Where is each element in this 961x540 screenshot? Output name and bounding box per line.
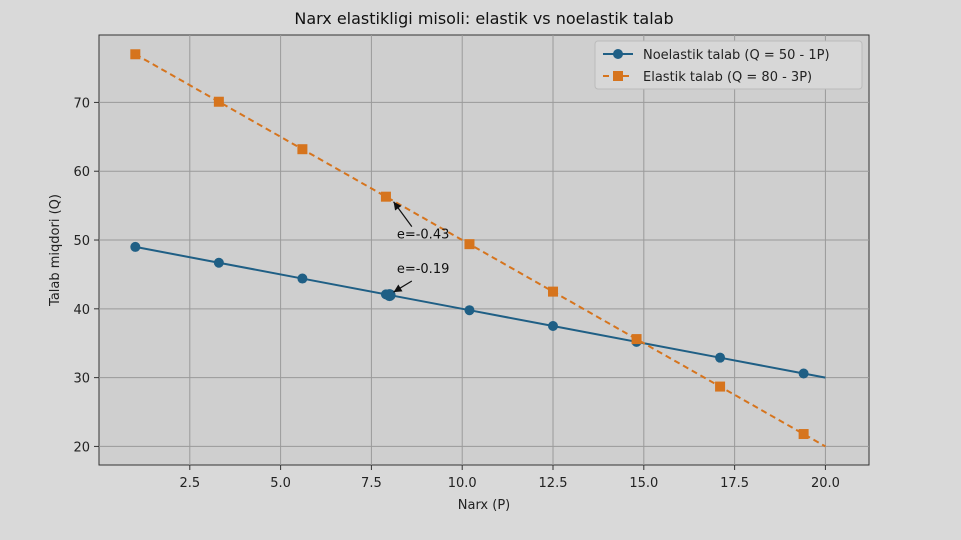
- annotation-label: e=-0.43: [397, 228, 450, 243]
- series-group: [130, 49, 826, 448]
- data-point: [798, 368, 809, 379]
- y-tick-label: 40: [73, 303, 90, 318]
- data-point: [213, 257, 224, 268]
- grid: [99, 35, 869, 465]
- y-tick-label: 50: [73, 234, 90, 249]
- data-point: [297, 144, 308, 155]
- data-point: [548, 321, 559, 332]
- data-point: [715, 352, 726, 363]
- data-point: [213, 96, 224, 107]
- data-point: [464, 305, 475, 316]
- x-tick-label: 17.5: [720, 476, 749, 491]
- data-point: [130, 241, 141, 252]
- x-tick-label: 15.0: [629, 476, 658, 491]
- data-point: [715, 381, 726, 392]
- data-point: [464, 239, 475, 250]
- y-tick-label: 60: [73, 165, 90, 180]
- x-tick-label: 7.5: [361, 476, 382, 491]
- annotation-arrowhead: [393, 284, 403, 293]
- y-tick-label: 70: [73, 96, 90, 111]
- annotation-label: e=-0.19: [397, 262, 450, 277]
- legend-label-1: Elastik talab (Q = 80 - 3P): [643, 70, 812, 85]
- legend-box: [594, 40, 863, 90]
- y-tick-label: 20: [73, 440, 90, 455]
- x-axis-ticks: 2.5 5.0 7.5 10.0 12.5 15.0 17.5 20.0: [179, 465, 840, 491]
- legend: Noelastik talab (Q = 50 - 1P) Elastik tal…: [594, 40, 863, 90]
- data-point: [798, 429, 809, 440]
- highlight-point: [383, 289, 396, 302]
- data-point: [380, 191, 391, 202]
- x-tick-label: 5.0: [270, 476, 291, 491]
- legend-label-0: Noelastik talab (Q = 50 - 1P): [643, 48, 830, 63]
- data-point: [548, 286, 559, 297]
- x-tick-label: 12.5: [539, 476, 568, 491]
- data-point: [130, 49, 141, 60]
- y-axis-ticks: 20 30 40 50 60 70: [73, 96, 99, 455]
- chart-title: Narx elastikligi misoli: elastik vs noel…: [294, 9, 673, 28]
- data-point: [631, 334, 642, 345]
- y-axis-label: Talab miqdori (Q): [48, 194, 63, 307]
- y-tick-label: 30: [73, 372, 90, 387]
- legend-marker-1: [613, 71, 623, 81]
- x-axis-label: Narx (P): [458, 498, 511, 513]
- x-tick-label: 2.5: [179, 476, 200, 491]
- legend-marker-0: [613, 49, 623, 59]
- x-tick-label: 20.0: [811, 476, 840, 491]
- annotation-arrowhead: [393, 201, 402, 211]
- x-tick-label: 10.0: [448, 476, 477, 491]
- annotations: e=-0.43 e=-0.19: [383, 201, 450, 302]
- data-point: [297, 273, 308, 284]
